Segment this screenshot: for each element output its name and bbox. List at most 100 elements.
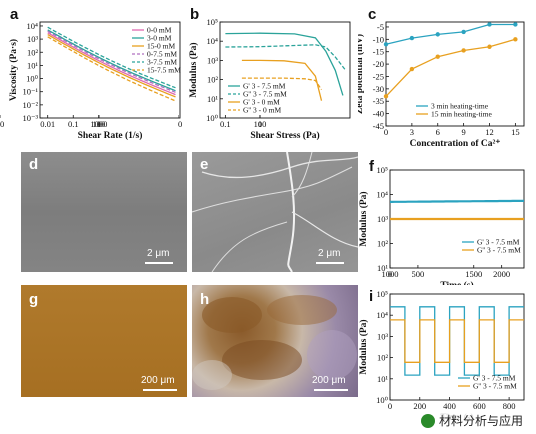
x-tick-label-a: 10 xyxy=(0,119,4,129)
y-tick-label-a: 10¹ xyxy=(27,60,39,70)
x-tick-label-a: 0.01 xyxy=(40,119,55,129)
sem-image-e: e 2 μm xyxy=(192,152,358,272)
y-tick-label-b: 10³ xyxy=(207,55,219,65)
watermark: 材料分析与应用 xyxy=(415,411,528,430)
optical-image-h: h 200 μm xyxy=(192,285,358,397)
data-point-c-0 xyxy=(383,42,389,47)
data-point-c-1 xyxy=(383,94,389,99)
y-tick-label-a: 10⁻³ xyxy=(22,113,38,123)
y-axis-label-a: Viscosity (Pa·s) xyxy=(8,39,19,101)
x-tick-label-a: 0.1 xyxy=(68,119,79,129)
y-tick-label-f: 10⁴ xyxy=(377,190,389,200)
x-tick-label-i: 400 xyxy=(443,401,456,411)
y-tick-label-i: 10³ xyxy=(377,331,389,341)
x-tick-label-c: 9 xyxy=(462,127,466,137)
legend-label-f-0: G' 3 - 7.5 mM xyxy=(477,238,520,247)
y-tick-label-c: -25 xyxy=(373,71,384,81)
x-tick-label-i: 0 xyxy=(388,401,392,411)
chart-f: 0 500 1000 1500 2000 10¹ 10² 10³ 10⁴ 10⁵ Time (s) M… xyxy=(358,165,525,285)
scale-bar-h xyxy=(314,389,348,391)
x-axis-label-c: Concentration of Ca²⁺ xyxy=(410,139,501,149)
plot-frame-a xyxy=(39,21,181,119)
plot-frame-i xyxy=(389,293,525,401)
panel-label-i: i xyxy=(369,288,374,305)
x-tick-label-c: 3 xyxy=(410,127,414,137)
data-point-c-0 xyxy=(435,32,440,37)
scale-bar-d xyxy=(145,262,173,264)
panel-label-d: d xyxy=(29,156,39,173)
series-line-a-2 xyxy=(47,34,176,98)
panel-label-e: e xyxy=(200,156,209,173)
y-tick-label-c: -10 xyxy=(373,34,384,44)
y-tick-label-b: 10⁴ xyxy=(207,36,219,46)
x-tick-label-c: 6 xyxy=(436,127,440,137)
y-tick-label-c: -45 xyxy=(373,121,384,131)
panel-label-h: h xyxy=(200,291,210,308)
watermark-text: 材料分析与应用 xyxy=(438,414,523,428)
scale-bar-g xyxy=(143,389,177,391)
y-tick-label-a: 10³ xyxy=(27,34,39,44)
y-tick-label-c: -5 xyxy=(377,22,384,32)
scale-text-e: 2 μm xyxy=(318,248,341,259)
series-line-c-1 xyxy=(385,38,516,97)
series-line-i-1 xyxy=(390,319,524,363)
legend-label-a-2: 15-0 mM xyxy=(147,42,175,51)
y-tick-label-a: 10⁴ xyxy=(27,21,39,31)
legend-label-a-1: 3-0 mM xyxy=(147,34,172,43)
particle-texture xyxy=(192,295,357,390)
y-tick-label-i: 10⁴ xyxy=(377,310,389,320)
scale-bar-e xyxy=(316,262,344,264)
panel-label-f: f xyxy=(369,158,374,175)
y-tick-label-a: 10⁰ xyxy=(26,74,39,84)
x-axis-label-a: Shear Rate (1/s) xyxy=(78,130,143,141)
data-point-c-0 xyxy=(461,29,466,35)
y-tick-label-i: 10¹ xyxy=(377,374,389,384)
y-axis-label-f: Modulus (Pa) xyxy=(358,191,369,246)
legend-label-b-0: G' 3 - 7.5 mM xyxy=(243,82,286,91)
series-line-b-1 xyxy=(225,44,347,71)
x-tick-label-i: 600 xyxy=(473,401,486,411)
x-tick-label-i: 800 xyxy=(503,401,516,411)
x-tick-label-i: 200 xyxy=(413,401,426,411)
x-tick-label-f: 2000 xyxy=(493,269,510,279)
series-line-b-0 xyxy=(225,32,344,96)
series-line-a-4 xyxy=(47,26,176,89)
y-tick-label-c: -30 xyxy=(373,84,384,94)
data-point-c-1 xyxy=(487,44,492,49)
y-tick-label-f: 10¹ xyxy=(377,263,389,273)
y-tick-label-b: 10⁰ xyxy=(206,113,219,123)
x-tick-label-c: 15 xyxy=(511,127,520,137)
y-axis-label-b: Modulus (Pa) xyxy=(188,42,199,97)
wechat-icon xyxy=(420,413,435,428)
y-tick-label-c: -35 xyxy=(373,96,384,106)
y-tick-label-a: 10⁻² xyxy=(22,100,38,110)
scale-text-g: 200 μm xyxy=(141,375,175,386)
series-line-a-0 xyxy=(47,32,176,96)
optical-image-g: g 200 μm xyxy=(21,285,187,397)
x-tick-label-b: 10 xyxy=(178,119,182,129)
scale-text-h: 200 μm xyxy=(312,375,346,386)
plot-frame-b xyxy=(219,21,351,119)
y-tick-label-c: -20 xyxy=(373,59,384,69)
y-tick-label-b: 10¹ xyxy=(207,94,219,104)
panel-label-c: c xyxy=(368,6,377,23)
series-line-c-0 xyxy=(385,23,516,45)
panel-label-b: b xyxy=(190,6,200,23)
x-tick-label-a: 1000 xyxy=(90,119,107,129)
series-line-f-0 xyxy=(390,199,524,203)
legend-label-i-1: G'' 3 - 7.5 mM xyxy=(473,382,517,391)
y-tick-label-i: 10⁵ xyxy=(377,289,389,299)
data-point-c-0 xyxy=(487,22,492,27)
panel-label-a: a xyxy=(10,6,19,23)
x-tick-label-f: 1500 xyxy=(465,269,482,279)
data-point-c-1 xyxy=(461,48,466,53)
y-tick-label-i: 10⁰ xyxy=(376,395,389,405)
legend-label-b-1: G'' 3 - 7.5 mM xyxy=(243,90,287,99)
legend-label-a-0: 0-0 mM xyxy=(147,26,172,35)
x-tick-label-f: 0 xyxy=(388,269,392,279)
panel-label-g: g xyxy=(29,291,39,308)
y-tick-label-f: 10² xyxy=(377,239,389,249)
legend-label-f-1: G'' 3 - 7.5 mM xyxy=(477,246,521,255)
x-tick-label-f: 500 xyxy=(412,269,425,279)
